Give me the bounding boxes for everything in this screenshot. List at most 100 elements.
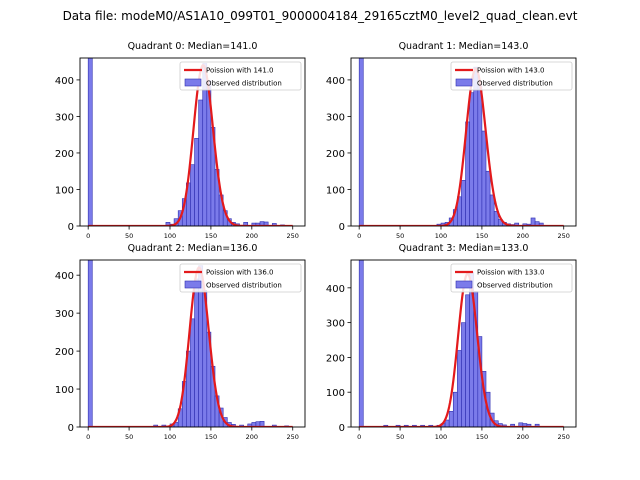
histogram-bar bbox=[448, 411, 454, 427]
chart-panel-0: 0 50 100 150 200 250 0 100 200 300 400 Quadrant 0: … bbox=[55, 41, 306, 240]
axes-frame bbox=[79, 57, 306, 227]
histogram-bar bbox=[194, 138, 199, 226]
y-tick-label: 200 bbox=[326, 353, 345, 364]
charts-container: 0 50 100 150 200 250 0 100 200 300 400 Quadrant 0: … bbox=[55, 41, 577, 441]
legend-label-poisson: Poission with 136.0 bbox=[206, 269, 274, 277]
x-tick-label: 150 bbox=[476, 433, 488, 441]
x-tick-label: 150 bbox=[476, 232, 488, 240]
y-tick-label: 300 bbox=[326, 112, 345, 123]
histogram-bar bbox=[538, 222, 544, 226]
histogram-bar bbox=[190, 164, 195, 226]
histogram-bar bbox=[530, 217, 536, 226]
histogram-bar bbox=[526, 423, 532, 427]
poisson-line bbox=[358, 67, 565, 226]
legend-bar-swatch bbox=[455, 78, 473, 87]
x-tick-label: 250 bbox=[558, 232, 570, 240]
chart-panel-2: 0 50 100 150 200 250 0 100 200 300 400 Quadrant 2: … bbox=[55, 243, 306, 441]
histogram-bar bbox=[481, 130, 487, 226]
x-tick-label: 200 bbox=[246, 433, 258, 441]
legend-bar-swatch bbox=[184, 280, 202, 289]
y-tick-label: 100 bbox=[326, 388, 345, 399]
axes-frame bbox=[79, 259, 306, 428]
histogram-bar bbox=[243, 222, 249, 226]
histogram-bar bbox=[473, 66, 479, 226]
poisson-line bbox=[87, 266, 294, 427]
legend-label-poisson: Poission with 133.0 bbox=[477, 269, 545, 277]
legend-label-poisson: Poission with 143.0 bbox=[477, 67, 545, 75]
histogram-bar bbox=[461, 322, 466, 427]
y-tick-label: 0 bbox=[339, 222, 345, 233]
y-tick-label: 400 bbox=[326, 76, 345, 87]
y-tick-label: 300 bbox=[55, 309, 74, 320]
x-tick-label: 150 bbox=[205, 232, 217, 240]
histogram-bar bbox=[190, 318, 195, 427]
histogram-bar bbox=[271, 223, 277, 226]
histogram-bar bbox=[87, 58, 93, 226]
y-tick-label: 200 bbox=[326, 149, 345, 160]
histogram-bar bbox=[534, 423, 540, 427]
y-tick-label: 200 bbox=[55, 347, 74, 358]
y-tick-label: 200 bbox=[55, 149, 74, 160]
x-tick-label: 250 bbox=[287, 433, 299, 441]
x-tick-label: 150 bbox=[205, 433, 217, 441]
histogram-bar bbox=[461, 180, 466, 226]
x-tick-label: 100 bbox=[164, 232, 176, 240]
y-tick-label: 0 bbox=[339, 423, 345, 434]
x-tick-label: 0 bbox=[357, 433, 361, 441]
x-tick-label: 250 bbox=[287, 232, 299, 240]
legend-box bbox=[179, 263, 302, 293]
histogram-bar bbox=[198, 99, 204, 226]
chart-title: Quadrant 1: Median=143.0 bbox=[399, 41, 529, 52]
legend-label-observed: Observed distribution bbox=[477, 80, 553, 88]
legend-box bbox=[450, 263, 573, 293]
axes-frame bbox=[350, 57, 577, 227]
x-tick-label: 200 bbox=[517, 433, 529, 441]
poisson-line bbox=[87, 64, 294, 226]
x-tick-label: 50 bbox=[396, 433, 404, 441]
legend-bar-swatch bbox=[455, 280, 473, 289]
legend-box bbox=[179, 61, 302, 91]
histogram-bar bbox=[477, 85, 483, 226]
legend-label-observed: Observed distribution bbox=[477, 282, 553, 290]
x-tick-label: 50 bbox=[396, 232, 404, 240]
x-tick-label: 100 bbox=[164, 433, 176, 441]
y-tick-label: 300 bbox=[326, 319, 345, 330]
chart-title: Quadrant 2: Median=136.0 bbox=[128, 243, 258, 254]
y-tick-label: 0 bbox=[68, 222, 74, 233]
y-tick-label: 400 bbox=[55, 76, 74, 87]
chart-panel-1: 0 50 100 150 200 250 0 100 200 300 400 Quadrant 1: … bbox=[326, 41, 577, 240]
y-tick-label: 100 bbox=[55, 385, 74, 396]
poisson-line bbox=[358, 272, 565, 427]
histogram-bar bbox=[485, 170, 491, 226]
x-tick-label: 0 bbox=[357, 232, 361, 240]
legend-label-observed: Observed distribution bbox=[206, 80, 282, 88]
histogram-bar bbox=[514, 222, 520, 226]
y-tick-label: 400 bbox=[326, 284, 345, 295]
histogram-bar bbox=[457, 350, 462, 427]
histogram-bar bbox=[358, 58, 364, 226]
plot-area bbox=[358, 58, 565, 226]
legend-label-observed: Observed distribution bbox=[206, 282, 282, 290]
x-tick-label: 250 bbox=[558, 433, 570, 441]
plot-area bbox=[87, 58, 294, 226]
axes-frame bbox=[350, 259, 577, 428]
histogram-bar bbox=[510, 423, 515, 427]
x-tick-label: 100 bbox=[435, 433, 447, 441]
histogram-bar bbox=[489, 194, 495, 226]
legend-bar-swatch bbox=[184, 78, 202, 87]
chart-title: Quadrant 0: Median=141.0 bbox=[128, 41, 258, 52]
x-tick-label: 50 bbox=[125, 433, 133, 441]
y-tick-label: 0 bbox=[68, 423, 74, 434]
histogram-bar bbox=[194, 278, 199, 427]
x-tick-label: 200 bbox=[517, 232, 529, 240]
legend-box bbox=[450, 61, 573, 91]
y-tick-label: 300 bbox=[55, 112, 74, 123]
legend-label-poisson: Poission with 141.0 bbox=[206, 67, 274, 75]
y-tick-label: 400 bbox=[55, 271, 74, 282]
x-tick-label: 50 bbox=[125, 232, 133, 240]
y-tick-label: 100 bbox=[326, 185, 345, 196]
chart-title: Quadrant 3: Median=133.0 bbox=[399, 243, 529, 254]
histogram-bar bbox=[465, 294, 470, 427]
x-tick-label: 0 bbox=[86, 433, 90, 441]
